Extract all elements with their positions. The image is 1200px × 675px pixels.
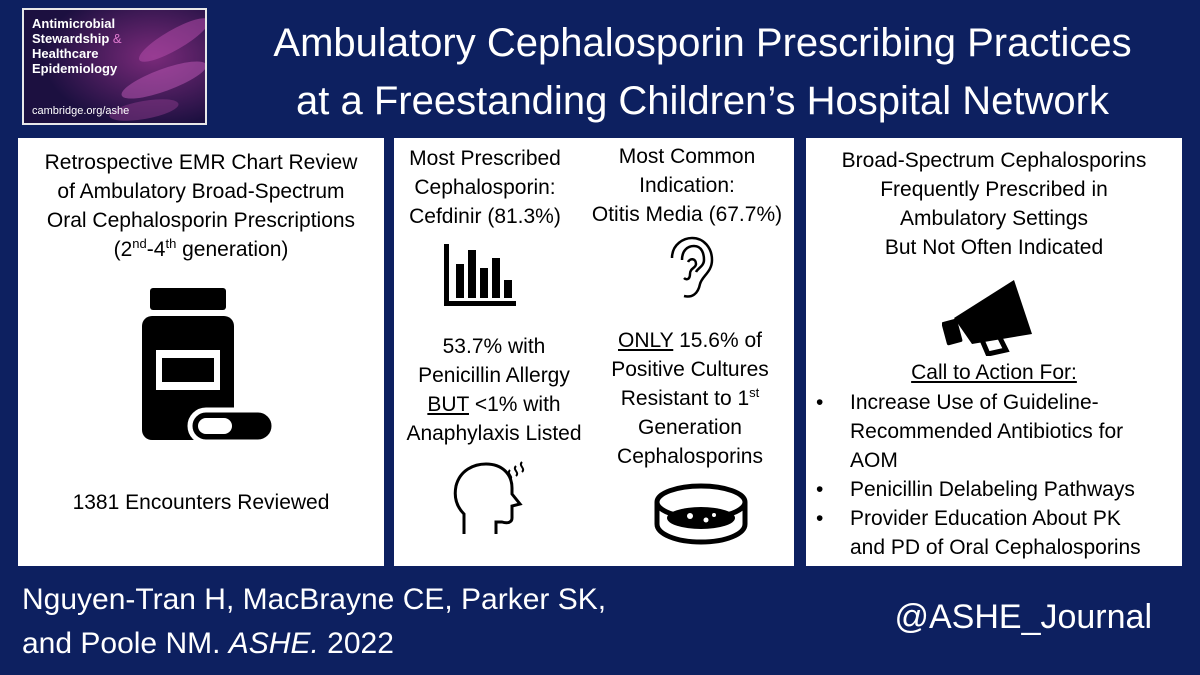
penicillin-allergy-block: 53.7% with Penicillin Allergy BUT <1% wi… bbox=[396, 332, 592, 448]
positive-cultures-block: ONLY 15.6% of Positive Cultures Resistan… bbox=[592, 326, 788, 471]
methods-line: Retrospective EMR Chart Review bbox=[44, 151, 358, 174]
generation-part: (2 bbox=[113, 238, 133, 261]
list-item: Provider Education About PK and PD of Or… bbox=[806, 504, 1178, 562]
list-item: Increase Use of Guideline- Recommended A… bbox=[806, 388, 1178, 475]
methods-line: Oral Cephalosporin Prescriptions bbox=[46, 209, 356, 232]
finding-sup: st bbox=[749, 385, 760, 400]
methods-line: of Ambulatory Broad-Spectrum bbox=[57, 180, 345, 203]
conclusion-line: Ambulatory Settings bbox=[900, 207, 1088, 230]
generation-sup: nd bbox=[132, 236, 147, 251]
finding-line: Most Prescribed bbox=[409, 147, 561, 170]
finding-line-part: Resistant to 1 bbox=[620, 387, 750, 410]
generation-part: generation) bbox=[176, 238, 289, 261]
citation-line: and Poole NM. ASHE. 2022 bbox=[22, 622, 606, 666]
petri-dish-icon bbox=[654, 483, 748, 545]
action-line: Provider Education About PK bbox=[850, 507, 1121, 530]
conclusion-line: Frequently Prescribed in bbox=[880, 178, 1108, 201]
finding-line: Otitis Media (67.7%) bbox=[591, 203, 783, 226]
encounters-count: 1381 Encounters Reviewed bbox=[72, 491, 330, 514]
conclusion-line: But Not Often Indicated bbox=[884, 236, 1104, 259]
ear-icon bbox=[670, 236, 714, 298]
finding-line: Positive Cultures bbox=[611, 358, 769, 381]
emphasis-text: ONLY bbox=[618, 329, 674, 352]
finding-line: Cephalosporin: bbox=[414, 176, 556, 199]
finding-line: Anaphylaxis Listed bbox=[406, 422, 582, 445]
action-list: Increase Use of Guideline- Recommended A… bbox=[806, 388, 1178, 562]
action-line: and PD of Oral Cephalosporins bbox=[850, 536, 1141, 559]
citation-authors: Nguyen-Tran H, MacBrayne CE, Parker SK, bbox=[22, 583, 607, 616]
action-line: Recommended Antibiotics for bbox=[850, 420, 1124, 443]
citation-journal: ASHE. bbox=[228, 627, 319, 660]
action-line: Penicillin Delabeling Pathways bbox=[850, 478, 1135, 501]
finding-line-part: 15.6% of bbox=[673, 329, 762, 352]
emphasis-text: BUT bbox=[427, 393, 469, 416]
citation-year: 2022 bbox=[318, 627, 394, 660]
head-icon bbox=[453, 461, 525, 534]
call-to-action-heading: Call to Action For: bbox=[911, 361, 1077, 384]
finding-line: BUT <1% with bbox=[396, 390, 592, 419]
action-line: AOM bbox=[850, 449, 898, 472]
finding-line: Resistant to 1st bbox=[592, 384, 788, 413]
logo-wordmark: Antimicrobial Stewardship & Healthcare E… bbox=[32, 16, 122, 76]
finding-line-part: <1% with bbox=[468, 393, 561, 416]
citation: Nguyen-Tran H, MacBrayne CE, Parker SK, … bbox=[22, 578, 606, 666]
pill-bottle-icon bbox=[142, 288, 277, 443]
finding-line: Cefdinir (81.3%) bbox=[409, 205, 561, 228]
logo-line: Epidemiology bbox=[32, 61, 118, 76]
most-common-indication-block: Most Common Indication: Otitis Media (67… bbox=[582, 142, 792, 229]
conclusion-heading: Broad-Spectrum Cephalosporins Frequently… bbox=[806, 138, 1182, 262]
generation-line: (2nd-4th generation) bbox=[18, 235, 384, 264]
logo-line: Antimicrobial bbox=[32, 16, 116, 31]
list-item: Penicillin Delabeling Pathways bbox=[806, 475, 1178, 504]
findings-panel: Most Prescribed Cephalosporin: Cefdinir … bbox=[394, 138, 794, 566]
title-line: Ambulatory Cephalosporin Prescribing Pra… bbox=[273, 21, 1132, 65]
logo-ampersand: & bbox=[109, 31, 122, 46]
methods-text: Retrospective EMR Chart Review of Ambula… bbox=[18, 138, 384, 264]
finding-line: ONLY 15.6% of bbox=[592, 326, 788, 355]
journal-logo: Antimicrobial Stewardship & Healthcare E… bbox=[22, 8, 207, 125]
finding-line: Indication: bbox=[639, 174, 735, 197]
logo-url: cambridge.org/ashe bbox=[32, 105, 130, 117]
logo-line-part: Stewardship bbox=[32, 31, 110, 46]
finding-line: Cephalosporins bbox=[617, 445, 763, 468]
most-prescribed-block: Most Prescribed Cephalosporin: Cefdinir … bbox=[400, 144, 570, 231]
citation-authors: and Poole NM. bbox=[22, 627, 229, 660]
page-title: Ambulatory Cephalosporin Prescribing Pra… bbox=[210, 14, 1195, 130]
twitter-handle[interactable]: @ASHE_Journal bbox=[894, 598, 1152, 636]
finding-line: Most Common bbox=[618, 145, 756, 168]
logo-line: Stewardship & bbox=[32, 31, 122, 46]
action-line: Increase Use of Guideline- bbox=[850, 391, 1099, 414]
logo-background-art bbox=[24, 10, 205, 123]
logo-line: Healthcare bbox=[32, 46, 99, 61]
bar-chart-icon bbox=[444, 244, 516, 306]
generation-sup: th bbox=[165, 236, 177, 251]
megaphone-icon bbox=[942, 280, 1032, 356]
methods-panel: Retrospective EMR Chart Review of Ambula… bbox=[18, 138, 384, 566]
conclusion-line: Broad-Spectrum Cephalosporins bbox=[841, 149, 1147, 172]
generation-part: -4 bbox=[146, 238, 166, 261]
finding-line: Penicillin Allergy bbox=[418, 364, 570, 387]
finding-line: Generation bbox=[638, 416, 742, 439]
conclusion-panel: Broad-Spectrum Cephalosporins Frequently… bbox=[806, 138, 1182, 566]
title-line: at a Freestanding Children’s Hospital Ne… bbox=[296, 79, 1109, 123]
finding-line: 53.7% with bbox=[442, 335, 546, 358]
